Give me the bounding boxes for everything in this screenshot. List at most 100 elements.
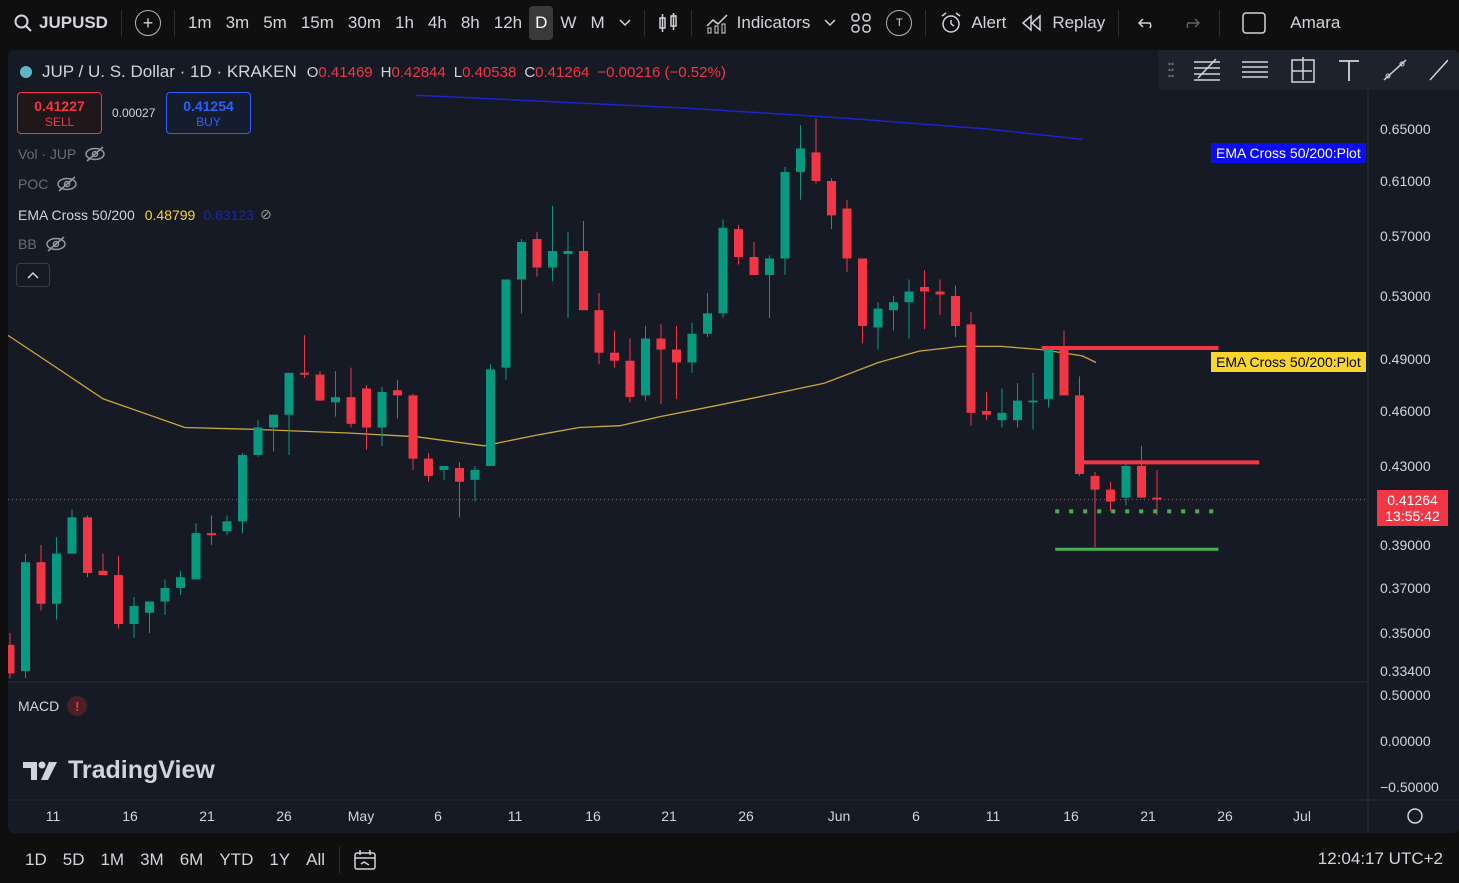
candle-body (532, 239, 542, 268)
timeframe-30m-button[interactable]: 30m (347, 13, 381, 32)
timeframe-3m-button[interactable]: 3m (225, 13, 250, 32)
indicators-menu-button[interactable] (817, 6, 843, 40)
ema50-value: 0.48799 (144, 206, 196, 223)
square-icon (1242, 12, 1266, 34)
close-value: 0.41264 (535, 63, 590, 81)
timeframe-w-button[interactable]: W (560, 13, 577, 32)
close-label: C (524, 63, 536, 81)
pencil-tool-icon[interactable] (1428, 56, 1448, 84)
timeframe-5m-button[interactable]: 5m (263, 13, 287, 32)
timezone-clock[interactable]: 12:04:17 UTC+2 (1317, 849, 1443, 868)
indicators-button[interactable]: Indicators (698, 6, 818, 40)
chart-panel[interactable]: 0.65000 0.61000 0.57000 0.53000 0.49000 0.460… (8, 50, 1459, 833)
templates-button[interactable]: T (879, 6, 919, 40)
symbol-search-button[interactable]: JUPUSD (0, 6, 115, 40)
calendar-icon (354, 849, 376, 870)
indicators-label: Indicators (736, 13, 811, 32)
macd-label: MACD (18, 698, 60, 714)
warning-icon[interactable]: ! (67, 696, 88, 716)
candle-body (811, 152, 821, 181)
candle-body (610, 352, 619, 361)
na-icon: ⊘ (259, 206, 272, 222)
range-1m-button[interactable]: 1M (100, 849, 125, 869)
undo-button[interactable] (1125, 6, 1169, 40)
timeframe-4h-button[interactable]: 4h (427, 13, 447, 32)
candle-body (1059, 347, 1069, 396)
high-value: 0.42844 (391, 63, 446, 81)
range-ytd-button[interactable]: YTD (219, 849, 254, 869)
candle-body (997, 412, 1007, 421)
eye-off-icon[interactable] (84, 146, 106, 162)
ema200-line (415, 94, 1083, 141)
indicator-bb[interactable]: BB (18, 236, 67, 252)
bb-label: BB (18, 236, 37, 252)
collapse-legend-button[interactable] (16, 263, 50, 287)
eye-off-icon[interactable] (45, 236, 67, 252)
candle-body (191, 533, 201, 580)
redo-button[interactable] (1169, 6, 1213, 40)
timeframe-d-button[interactable]: D (529, 6, 554, 40)
alert-button[interactable]: Alert (932, 6, 1013, 40)
timeframe-1h-button[interactable]: 1h (395, 13, 414, 32)
candle-body (238, 455, 247, 522)
buy-button[interactable]: 0.41254 BUY (166, 92, 251, 134)
timeframe-12h-button[interactable]: 12h (493, 13, 523, 32)
timeframe-menu-button[interactable] (612, 6, 638, 40)
range-1y-button[interactable]: 1Y (269, 849, 291, 869)
measure-tool-icon[interactable] (1288, 56, 1318, 84)
divider (1118, 10, 1120, 36)
fib-tool-icon[interactable] (1192, 56, 1222, 84)
candle-body (842, 208, 852, 259)
range-all-button[interactable]: All (306, 849, 326, 869)
candle-body (780, 171, 790, 259)
candle-body (594, 310, 604, 353)
divider (925, 10, 927, 36)
lines-tool-icon[interactable] (1240, 56, 1270, 84)
compare-button[interactable]: + (128, 6, 168, 40)
indicator-poc[interactable]: POC (18, 176, 78, 192)
gear-icon[interactable] (1407, 808, 1423, 824)
fullscreen-button[interactable] (1226, 6, 1282, 40)
range-3m-button[interactable]: 3M (140, 849, 164, 869)
sell-price: 0.41227 (34, 98, 85, 114)
timeframe-8h-button[interactable]: 8h (460, 13, 480, 32)
range-6m-button[interactable]: 6M (179, 849, 204, 869)
range-5d-button[interactable]: 5D (62, 849, 85, 869)
indicator-macd[interactable]: MACD ! (18, 696, 88, 716)
eye-off-icon[interactable] (56, 176, 78, 192)
layouts-button[interactable] (843, 6, 879, 40)
chart-canvas[interactable]: 0.65000 0.61000 0.57000 0.53000 0.49000 0.460… (8, 50, 1459, 833)
user-menu[interactable]: Amara (1282, 6, 1347, 40)
chart-type-button[interactable] (651, 6, 685, 40)
candle-body (501, 279, 511, 368)
candle-body (83, 517, 92, 573)
text-tool-icon[interactable] (1336, 56, 1362, 84)
range-1d-button[interactable]: 1D (25, 849, 47, 869)
indicator-ema-cross[interactable]: EMA Cross 50/200 0.48799 0.63123 ⊘ (18, 206, 272, 223)
sell-label: SELL (44, 115, 75, 129)
candle-body (393, 390, 402, 396)
indicator-vol[interactable]: Vol · JUP (18, 146, 106, 162)
replay-button[interactable]: Replay (1013, 6, 1112, 40)
candle-body (718, 227, 728, 314)
timeframe-15m-button[interactable]: 15m (300, 13, 334, 32)
candle-body (408, 395, 418, 459)
candle-body (176, 577, 185, 588)
candle-body (439, 466, 449, 470)
tradingview-logo[interactable]: TradingView (22, 756, 215, 785)
timeframe-1m-button[interactable]: 1m (187, 13, 212, 32)
go-to-date-button[interactable] (346, 843, 384, 877)
timeframe-m-button[interactable]: M (590, 13, 605, 32)
candle-body (145, 601, 154, 613)
candle-body (98, 570, 108, 576)
candle-body (687, 333, 697, 363)
top-toolbar: JUPUSD + 1m 3m 5m 15m 30m 1h 4h 8h 12h D W M Indica… (0, 0, 1459, 46)
undo-icon (1138, 18, 1152, 29)
ema-label: EMA Cross 50/200 (18, 206, 135, 223)
sell-button[interactable]: 0.41227 SELL (17, 92, 102, 134)
drag-handle-icon[interactable] (1168, 61, 1174, 79)
brush-tool-icon[interactable] (1380, 56, 1410, 84)
candle-body (1137, 466, 1146, 498)
candle-body (52, 553, 61, 604)
time-tick-label: 21 (661, 808, 677, 824)
